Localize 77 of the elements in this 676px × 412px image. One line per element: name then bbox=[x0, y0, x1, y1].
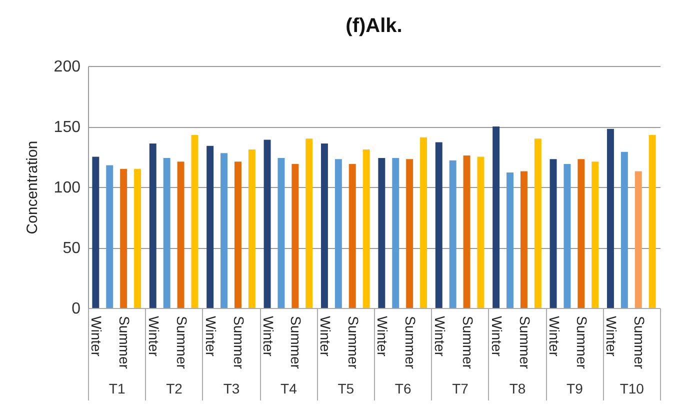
bar bbox=[120, 168, 128, 308]
chart-title: (f)Alk. bbox=[346, 15, 402, 37]
x-tick-label: T4 bbox=[280, 380, 298, 396]
bar bbox=[177, 162, 184, 308]
bar bbox=[520, 171, 528, 308]
text: Winter bbox=[432, 316, 448, 356]
bar bbox=[206, 146, 214, 308]
text: Winter bbox=[88, 316, 105, 356]
x-tick-label: T2 bbox=[166, 380, 183, 396]
bar bbox=[492, 126, 500, 308]
x-tick-label: T1 bbox=[108, 380, 126, 396]
bar bbox=[264, 140, 271, 308]
bar bbox=[191, 134, 198, 308]
bar bbox=[306, 138, 313, 308]
text: Summer bbox=[631, 316, 648, 369]
y-tick-label: 0 bbox=[72, 300, 81, 318]
bar bbox=[550, 159, 557, 308]
x-tick-label: T8 bbox=[509, 380, 526, 396]
bar bbox=[449, 160, 456, 308]
bar bbox=[392, 158, 400, 308]
bar bbox=[163, 158, 170, 308]
text: Winter bbox=[146, 316, 162, 357]
text: Summer bbox=[460, 316, 476, 369]
bar bbox=[564, 164, 571, 308]
bar bbox=[648, 134, 656, 308]
x-tick-label: T6 bbox=[394, 380, 412, 396]
bar bbox=[348, 164, 356, 308]
bar bbox=[362, 149, 370, 308]
text: Summer bbox=[116, 316, 133, 369]
x-tick-label: T10 bbox=[620, 380, 644, 396]
bar bbox=[406, 159, 414, 308]
bar bbox=[620, 152, 628, 308]
text: Summer bbox=[402, 316, 419, 369]
text: Summer bbox=[230, 316, 247, 369]
text: Summer bbox=[174, 316, 190, 370]
bar bbox=[463, 156, 470, 308]
bar bbox=[578, 159, 585, 308]
x-tick-label: T9 bbox=[566, 380, 584, 396]
bar bbox=[292, 164, 299, 308]
bar bbox=[435, 142, 442, 308]
bar bbox=[606, 128, 614, 308]
bar bbox=[278, 158, 285, 308]
text: Summer bbox=[288, 316, 304, 369]
bar bbox=[477, 156, 484, 308]
bar bbox=[248, 149, 256, 308]
text: Winter bbox=[374, 316, 391, 356]
bar bbox=[106, 165, 114, 308]
bar bbox=[149, 143, 156, 308]
bar bbox=[592, 162, 599, 308]
bar bbox=[134, 168, 142, 308]
x-tick-label: T5 bbox=[338, 380, 354, 396]
x-tick-label: T7 bbox=[452, 380, 469, 396]
bar bbox=[506, 172, 514, 308]
bar bbox=[634, 171, 642, 308]
text: Summer bbox=[516, 316, 533, 369]
y-tick-label: 200 bbox=[54, 58, 81, 76]
text: Summer bbox=[345, 316, 362, 369]
bar bbox=[92, 156, 100, 308]
y-tick-label: 100 bbox=[54, 180, 81, 196]
bar bbox=[420, 137, 428, 308]
text: Winter bbox=[260, 316, 276, 356]
text: Winter bbox=[489, 316, 506, 356]
bar bbox=[534, 138, 542, 308]
text: Winter bbox=[546, 316, 562, 356]
y-tick-label: 150 bbox=[54, 119, 81, 136]
text: Winter bbox=[603, 316, 620, 356]
bar bbox=[234, 162, 242, 308]
text: Summer bbox=[574, 316, 590, 369]
bar bbox=[334, 159, 342, 308]
y-tick-label: 50 bbox=[62, 240, 81, 257]
text: Winter bbox=[203, 316, 220, 356]
text: Winter bbox=[317, 316, 334, 356]
x-tick-label: T3 bbox=[223, 380, 240, 396]
bar bbox=[220, 153, 228, 308]
bar bbox=[320, 143, 328, 308]
y-axis-title: Concentration bbox=[24, 140, 41, 234]
bar bbox=[378, 158, 386, 308]
